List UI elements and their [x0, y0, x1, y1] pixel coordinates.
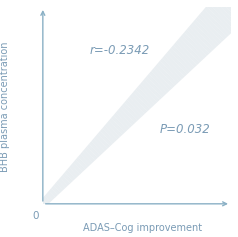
- Polygon shape: [102, 126, 118, 142]
- Polygon shape: [153, 66, 175, 88]
- Text: P=0.032: P=0.032: [159, 123, 210, 136]
- Polygon shape: [47, 191, 55, 200]
- Polygon shape: [158, 61, 180, 84]
- Polygon shape: [144, 76, 165, 98]
- Text: ADAS–Cog improvement: ADAS–Cog improvement: [83, 223, 202, 232]
- Polygon shape: [98, 131, 113, 146]
- Text: BHB plasma concentration: BHB plasma concentration: [0, 41, 10, 172]
- Polygon shape: [67, 167, 78, 179]
- Polygon shape: [209, 1, 237, 30]
- Text: r=-0.2342: r=-0.2342: [90, 44, 150, 57]
- Polygon shape: [69, 165, 80, 176]
- Polygon shape: [100, 128, 115, 144]
- Polygon shape: [131, 92, 150, 111]
- FancyArrowPatch shape: [46, 202, 227, 206]
- Polygon shape: [151, 68, 172, 91]
- Polygon shape: [118, 108, 135, 125]
- Polygon shape: [184, 30, 209, 56]
- Polygon shape: [195, 17, 222, 44]
- Polygon shape: [213, 0, 238, 26]
- Polygon shape: [91, 139, 105, 153]
- Polygon shape: [187, 27, 212, 54]
- Polygon shape: [175, 40, 199, 65]
- Polygon shape: [129, 95, 147, 114]
- Polygon shape: [215, 0, 238, 23]
- Polygon shape: [40, 198, 48, 207]
- Polygon shape: [189, 24, 214, 51]
- Polygon shape: [140, 82, 160, 102]
- Polygon shape: [104, 123, 120, 139]
- Polygon shape: [113, 113, 130, 130]
- Polygon shape: [54, 183, 63, 193]
- Polygon shape: [78, 154, 90, 167]
- Polygon shape: [82, 149, 95, 163]
- Polygon shape: [42, 196, 50, 204]
- Polygon shape: [142, 79, 162, 100]
- Polygon shape: [71, 162, 83, 174]
- Polygon shape: [202, 9, 229, 37]
- Polygon shape: [96, 133, 110, 149]
- Text: 0: 0: [32, 211, 39, 221]
- Polygon shape: [62, 173, 73, 183]
- Polygon shape: [64, 170, 75, 181]
- Polygon shape: [173, 43, 197, 67]
- Polygon shape: [107, 120, 123, 137]
- Polygon shape: [198, 14, 224, 42]
- Polygon shape: [193, 19, 219, 46]
- Polygon shape: [109, 118, 125, 135]
- Polygon shape: [87, 144, 100, 158]
- Polygon shape: [45, 193, 53, 202]
- Polygon shape: [120, 105, 137, 123]
- Polygon shape: [84, 146, 98, 160]
- Polygon shape: [160, 58, 182, 81]
- Polygon shape: [171, 45, 194, 70]
- Polygon shape: [149, 71, 170, 93]
- Polygon shape: [169, 48, 192, 72]
- Polygon shape: [133, 89, 152, 109]
- Polygon shape: [51, 185, 60, 195]
- Polygon shape: [200, 11, 227, 40]
- Polygon shape: [135, 87, 155, 107]
- Polygon shape: [191, 22, 217, 49]
- Polygon shape: [155, 63, 177, 86]
- Polygon shape: [164, 53, 187, 77]
- Polygon shape: [60, 175, 70, 186]
- Polygon shape: [80, 152, 93, 165]
- Polygon shape: [127, 97, 145, 116]
- Polygon shape: [116, 110, 132, 128]
- Polygon shape: [122, 102, 140, 121]
- Polygon shape: [162, 55, 184, 79]
- Polygon shape: [211, 0, 238, 28]
- Polygon shape: [178, 37, 202, 63]
- Polygon shape: [207, 4, 234, 33]
- Polygon shape: [74, 160, 85, 172]
- Polygon shape: [138, 84, 157, 105]
- Polygon shape: [56, 180, 65, 190]
- Polygon shape: [204, 6, 232, 35]
- Polygon shape: [89, 141, 103, 155]
- Polygon shape: [124, 100, 142, 118]
- Polygon shape: [93, 136, 108, 151]
- Polygon shape: [49, 188, 58, 197]
- Polygon shape: [76, 157, 88, 169]
- Polygon shape: [111, 115, 127, 132]
- Polygon shape: [147, 74, 167, 95]
- Polygon shape: [58, 178, 68, 188]
- Polygon shape: [180, 35, 204, 60]
- Polygon shape: [167, 50, 189, 74]
- Polygon shape: [182, 32, 207, 58]
- FancyArrowPatch shape: [41, 11, 45, 201]
